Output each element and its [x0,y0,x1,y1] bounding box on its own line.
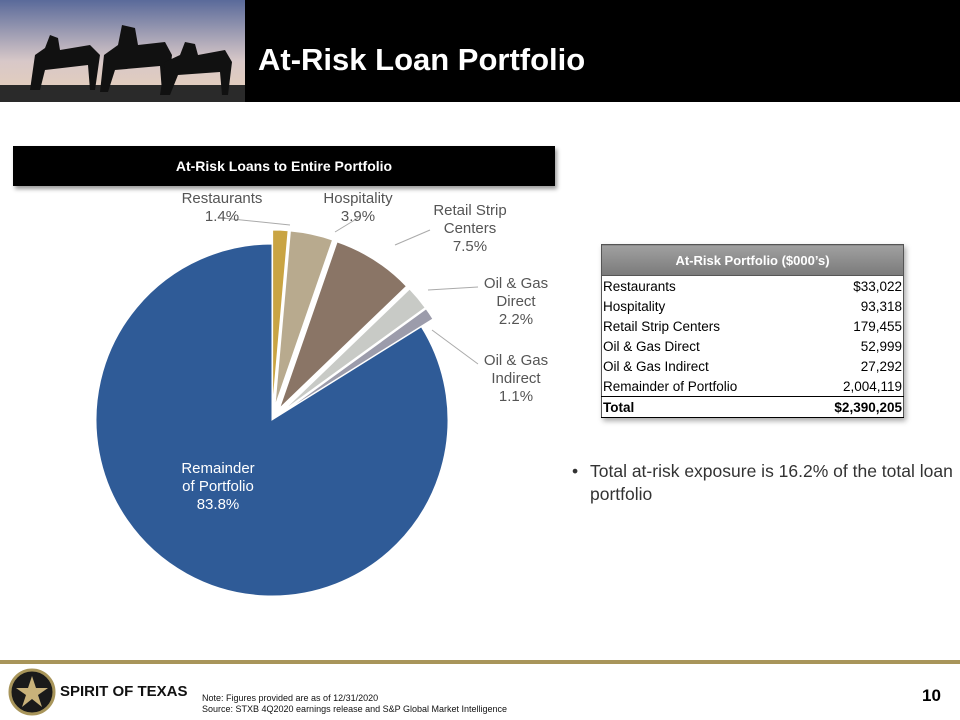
slide-title: At-Risk Loan Portfolio [258,42,586,77]
header-image [0,0,245,102]
brand: SPIRIT OF TEXAS [60,683,188,700]
pie-label: Oil & Gas Indirect 1.1% [476,352,556,406]
table-cell: $2,390,205 [801,396,904,418]
table-title: At-Risk Portfolio ($000’s) [601,244,904,276]
pie-slice [95,243,449,597]
pie-label: Hospitality 3.9% [303,190,413,226]
pie-label-value: 7.5% [452,238,488,255]
pie-label-category: Restaurants [181,190,263,207]
pie-label-value: 3.9% [340,208,376,225]
table-row: Restaurants $33,022 [602,276,904,297]
pie-label-value: 2.2% [498,311,534,328]
pie-label-value: 83.8% [196,496,240,513]
pie-label-category: Hospitality [323,190,393,207]
table-cell: Retail Strip Centers [603,318,721,334]
table-cell: 179,455 [853,318,902,334]
chart-title: At-Risk Loans to Entire Portfolio [13,146,555,186]
pie-label: Remainder of Portfolio 83.8% [173,460,263,514]
pie-label: Restaurants 1.4% [167,190,277,226]
note: Note: Figures provided are as of 12/31/2… [202,693,379,703]
table-cell: Oil & Gas Direct [603,338,700,354]
data-table: At-Risk Portfolio ($000’s) Restaurants $3… [601,244,904,418]
leader-line [334,217,359,233]
pie-label: Oil & Gas Direct 2.2% [476,275,556,329]
table-row: Oil & Gas Direct 52,999 [602,336,904,356]
pie-slice [282,288,426,412]
footnote: Note: Figures provided are as of 12/31/2… [202,693,507,715]
page-number: 10 [922,686,941,705]
table-cell: 52,999 [860,338,902,354]
leader-line [431,329,479,365]
table-row: Hospitality 93,318 [602,296,904,316]
pie-label-category: Remainder of Portfolio [181,460,255,495]
pie-label: Retail Strip Centers 7.5% [425,202,515,256]
pie-slice [272,229,289,407]
source: Source: STXB 4Q2020 earnings release and… [202,704,508,714]
total-row: Total $2,390,205 [601,396,904,418]
logo [8,668,56,716]
table-cell: Oil & Gas Indirect [603,358,709,374]
table-cell: 93,318 [860,298,902,314]
pie-label-category: Oil & Gas Direct [483,275,549,310]
leader-line [427,286,479,291]
table-cell: Remainder of Portfolio [603,378,738,394]
pie-label-value: 1.4% [204,208,240,225]
table-cell: $33,022 [853,278,902,294]
bullet: Total at-risk exposure is 16.2% of the t… [570,460,960,506]
table-cell: Hospitality [603,298,666,314]
table-row: Oil & Gas Indirect 27,292 [602,356,904,376]
pie-slice [279,241,408,409]
pie-chart [95,217,479,597]
table-cell: 2,004,119 [842,378,902,394]
pie-label-category: Oil & Gas Indirect [483,352,549,387]
footer-rule [0,660,960,664]
pie-label-value: 1.1% [498,388,534,405]
leader-line [394,229,431,246]
table-cell: Total [601,396,802,418]
table-row: Remainder of Portfolio 2,004,119 [602,376,904,397]
pie-slice [283,308,434,413]
leader-line [221,217,291,226]
table-cell: Restaurants [603,278,676,294]
table-row: Retail Strip Centers 179,455 [602,316,904,336]
pie-slice [274,230,334,407]
pie-label-category: Retail Strip Centers [433,202,507,237]
table-cell: 27,292 [860,358,902,374]
